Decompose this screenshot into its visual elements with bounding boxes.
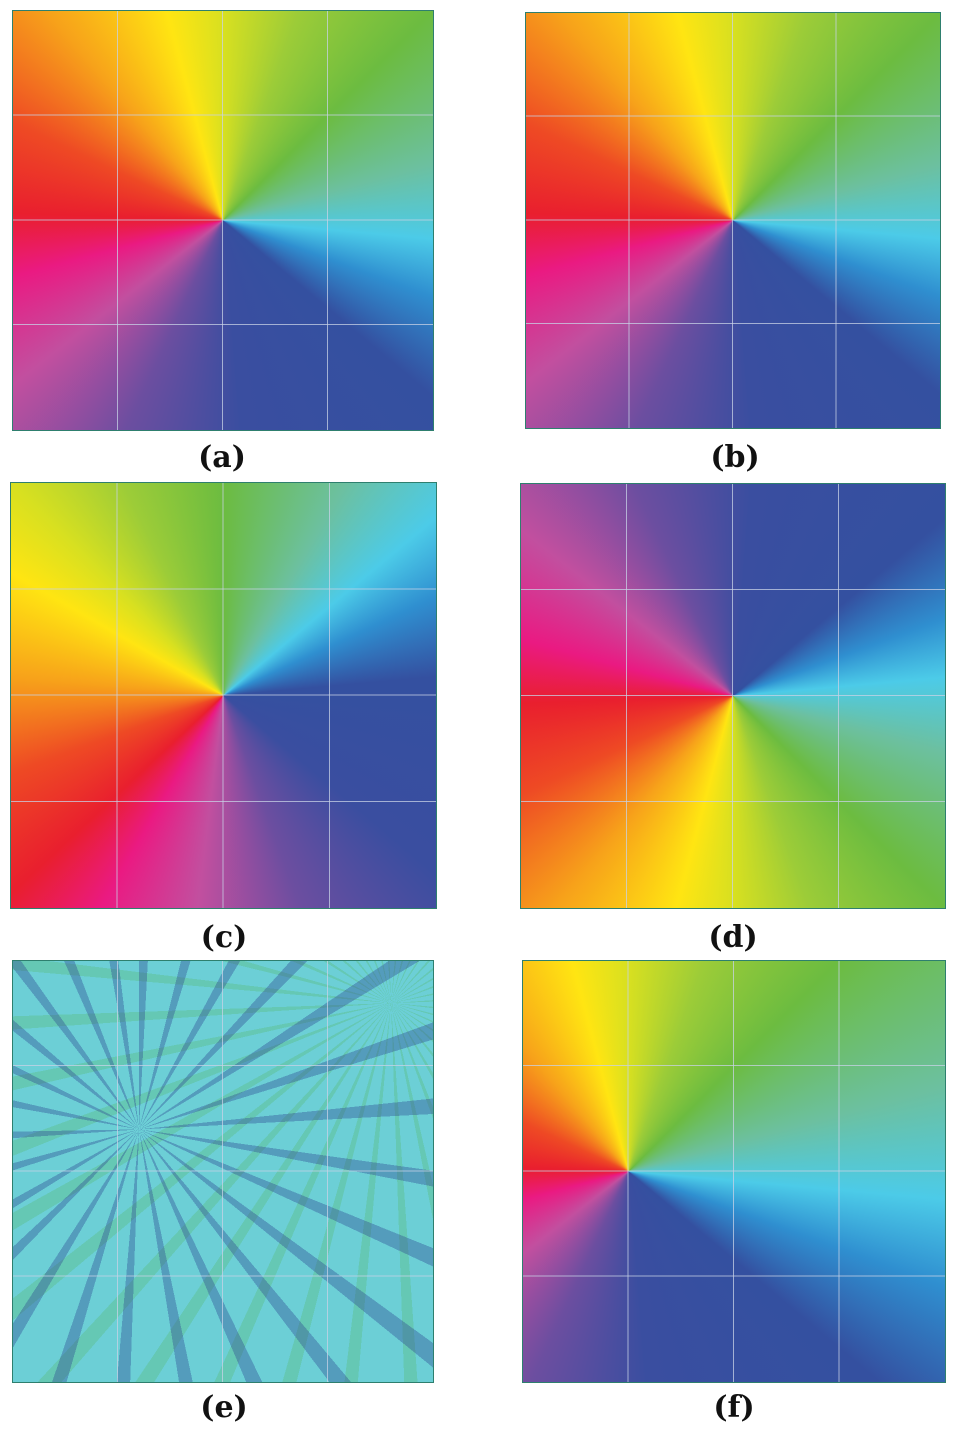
phase-map-b (525, 12, 941, 429)
panel-label: (d) (708, 920, 758, 955)
phase-map-a (12, 10, 434, 431)
panel-label: (f) (713, 1390, 755, 1425)
phase-map-d (520, 483, 946, 909)
panel-label: (e) (200, 1390, 248, 1425)
phase-map-f (522, 960, 946, 1383)
panel-label: (c) (200, 920, 248, 955)
phase-map-c (10, 482, 437, 909)
panel-label: (b) (710, 440, 760, 475)
phase-map-e (12, 960, 434, 1383)
panel-label: (a) (198, 440, 246, 475)
